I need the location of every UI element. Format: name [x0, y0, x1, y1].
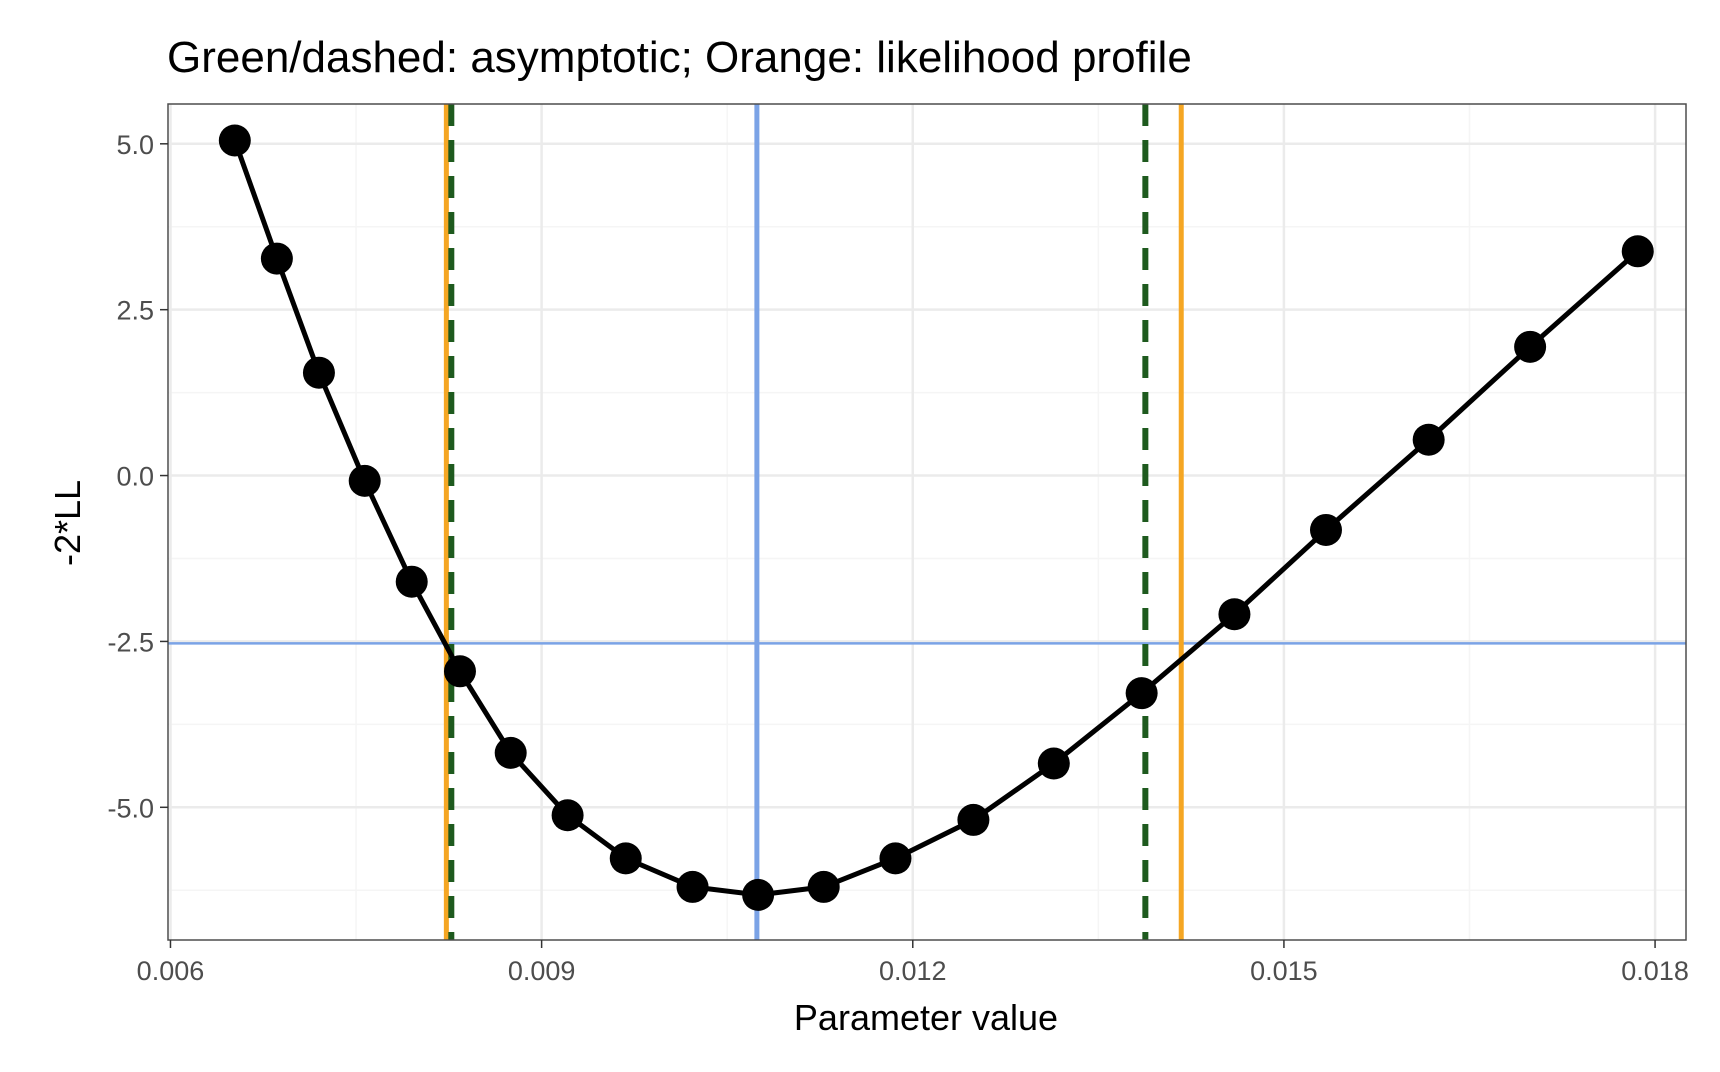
data-point: [302, 356, 335, 389]
y-tick-label: 2.5: [116, 296, 154, 326]
x-tick-label: 0.006: [137, 956, 205, 986]
major-grid: [168, 104, 1686, 940]
data-point: [551, 799, 584, 832]
data-point: [807, 870, 840, 903]
data-point: [957, 803, 990, 836]
y-tick-label: 5.0: [116, 130, 154, 160]
data-point: [218, 124, 251, 157]
y-tick-label: -5.0: [107, 793, 154, 823]
y-axis-ticks: 5.0 2.5 0.0 -2.5 -5.0: [107, 130, 168, 823]
data-point: [1514, 330, 1547, 363]
panel-border: [167, 103, 1687, 941]
data-point: [1621, 235, 1654, 268]
data-points: [218, 124, 1654, 911]
data-point: [260, 242, 293, 275]
x-tick-label: 0.012: [879, 956, 947, 986]
data-point: [742, 878, 775, 911]
data-point: [1412, 423, 1445, 456]
reference-lines: [168, 104, 1686, 940]
y-axis-title: -2*LL: [47, 480, 88, 566]
chart-title: Green/dashed: asymptotic; Orange: likeli…: [167, 33, 1192, 82]
x-tick-label: 0.015: [1250, 956, 1318, 986]
y-tick-label: 0.0: [116, 462, 154, 492]
data-point: [1309, 513, 1342, 546]
x-axis-ticks: 0.006 0.009 0.012 0.015 0.018: [137, 940, 1689, 986]
y-tick-label: -2.5: [107, 627, 154, 657]
minor-grid: [168, 104, 1686, 940]
data-point: [1218, 598, 1251, 631]
data-point: [1037, 747, 1070, 780]
x-axis-title: Parameter value: [794, 997, 1058, 1038]
data-point: [443, 655, 476, 688]
data-point: [494, 736, 527, 769]
data-point: [1125, 677, 1158, 710]
x-tick-label: 0.009: [508, 956, 576, 986]
data-point: [348, 464, 381, 497]
x-tick-label: 0.018: [1621, 956, 1689, 986]
data-point: [395, 565, 428, 598]
data-point: [609, 842, 642, 875]
data-point: [879, 842, 912, 875]
data-point: [676, 870, 709, 903]
